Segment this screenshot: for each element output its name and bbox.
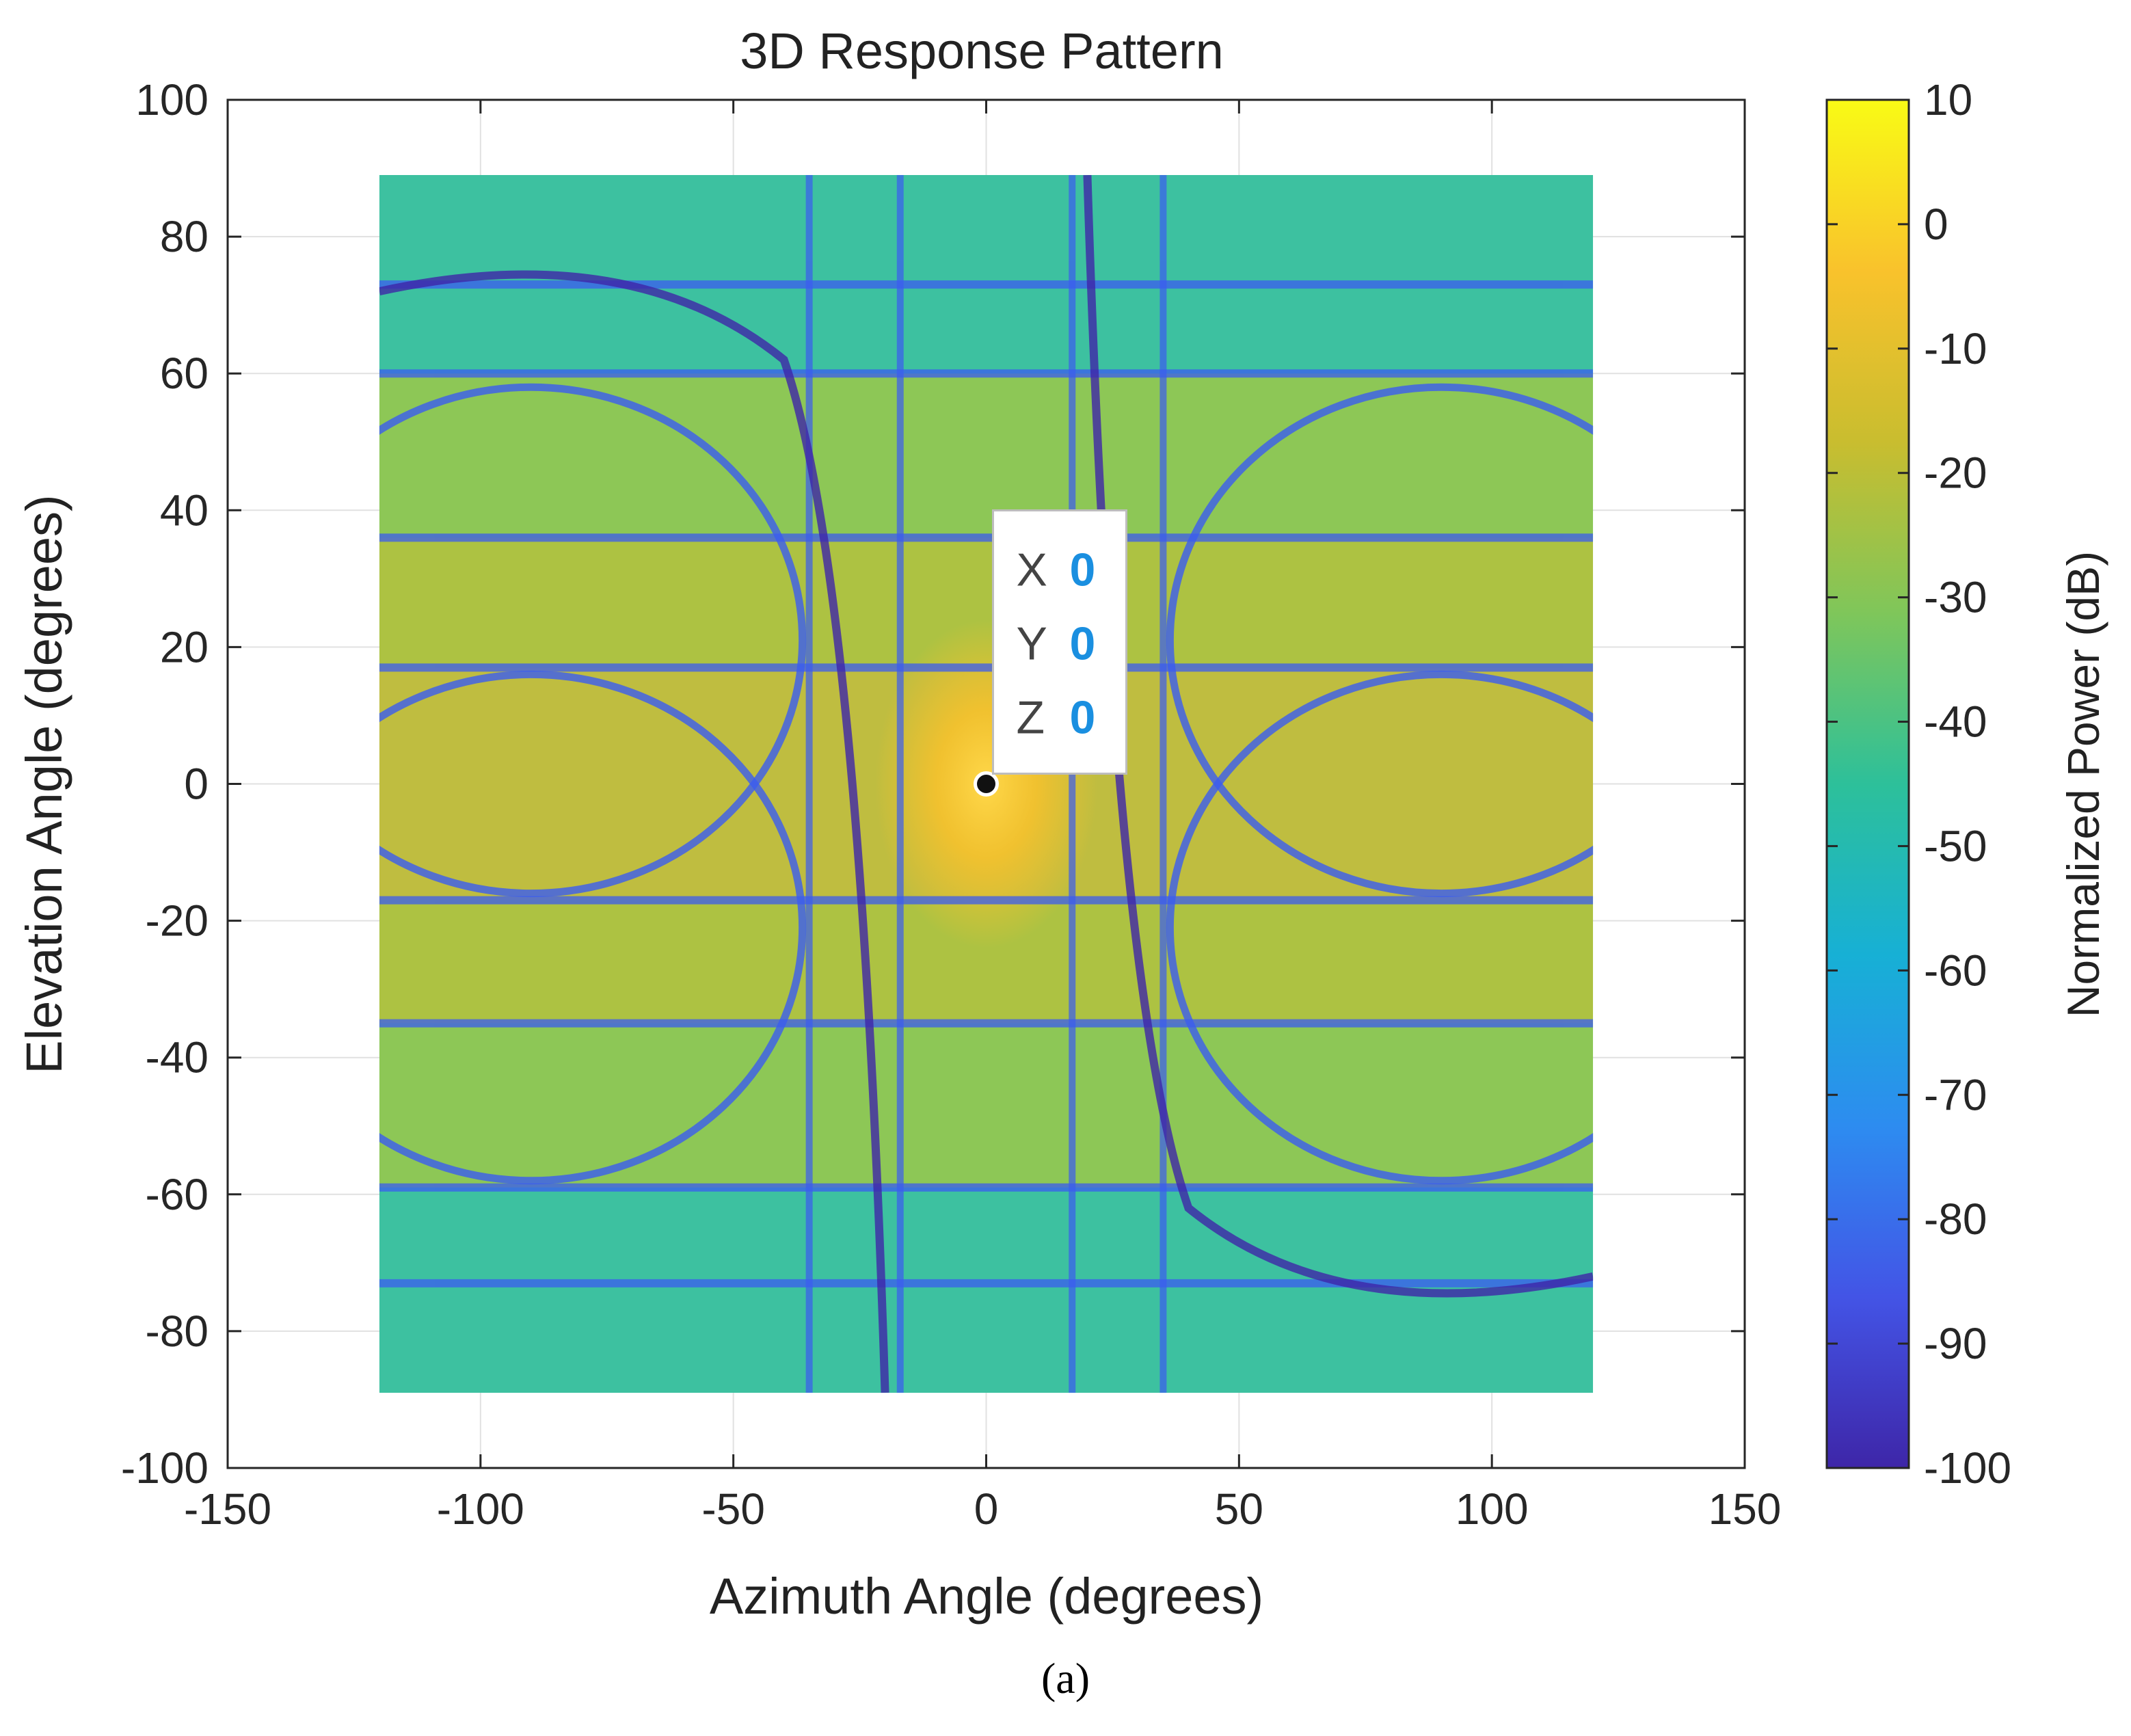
datatip-x-label: X: [1017, 544, 1047, 596]
x-tick-label: 100: [1456, 1484, 1529, 1534]
colorbar-tick-label: -90: [1924, 1319, 1987, 1368]
datatip-x-value: 0: [1070, 544, 1096, 596]
null-ring: [1166, 383, 1594, 897]
colorbar-tick-label: -80: [1924, 1194, 1987, 1244]
colorbar-tick-label: -50: [1924, 821, 1987, 870]
datatip-z-value: 0: [1070, 692, 1096, 744]
null-ring: [379, 383, 807, 897]
datatip-box: [992, 509, 1127, 775]
y-axis-label: Elevation Angle (degrees): [16, 494, 72, 1073]
chart-title: 3D Response Pattern: [740, 23, 1224, 79]
y-tick-label: 100: [135, 75, 209, 124]
lobe-band: [379, 373, 1594, 538]
colorbar-tick-label: -40: [1924, 697, 1987, 747]
y-tick-label: -60: [146, 1170, 209, 1219]
y-axis-ticks: -100 -80 -60 -40 -20 0 20 40 60 80 100: [121, 75, 1745, 1493]
null-ring: [379, 671, 807, 1185]
y-tick-label: -100: [121, 1443, 209, 1493]
y-tick-label: 0: [184, 760, 209, 809]
datatip-y-value: 0: [1070, 618, 1096, 670]
colorbar: 10 0 -10 -20 -30 -40 -50 -60 -70 -80 -90 -100 Norma…: [1825, 75, 2108, 1493]
datatip-z-label: Z: [1017, 692, 1045, 744]
datatip[interactable]: X 0 Y 0 Z 0: [974, 509, 1127, 797]
y-tick-label: 20: [160, 622, 209, 671]
colorbar-tick-label: -20: [1924, 449, 1987, 498]
x-tick-label: 0: [974, 1484, 999, 1534]
y-tick-label: 60: [160, 349, 209, 398]
colorbar-tick-label: -60: [1924, 946, 1987, 995]
y-tick-label: -20: [146, 896, 209, 946]
x-axis-ticks: -150 -100 -50 0 50 100 150: [184, 100, 1781, 1534]
datatip-marker[interactable]: [974, 771, 999, 797]
colorbar-ticks: 10 0 -10 -20 -30 -40 -50 -60 -70 -80 -90 -100: [1827, 75, 2011, 1493]
y-tick-label: -40: [146, 1033, 209, 1082]
colorbar-tick-label: -30: [1924, 573, 1987, 622]
null-ring: [1166, 671, 1594, 1185]
colorbar-tick-label: -10: [1924, 324, 1987, 373]
figure-caption: (a): [1041, 1654, 1090, 1702]
colorbar-tick-label: -70: [1924, 1070, 1987, 1119]
colorbar-tick-label: -100: [1924, 1443, 2011, 1493]
colorbar-label: Normalized Power (dB): [2058, 551, 2108, 1017]
x-tick-label: 150: [1708, 1484, 1782, 1534]
y-tick-label: 40: [160, 485, 209, 535]
heatmap: [379, 175, 1594, 1393]
y-tick-label: 80: [160, 212, 209, 261]
x-axis-label: Azimuth Angle (degrees): [710, 1568, 1263, 1625]
colorbar-tick-label: 0: [1924, 200, 1948, 249]
x-tick-label: 50: [1215, 1484, 1263, 1534]
plot-area: -150 -100 -50 0 50 100 150 -100-80-60-40-20020…: [121, 75, 1781, 1534]
x-tick-label: -50: [701, 1484, 765, 1534]
x-tick-label: -150: [184, 1484, 271, 1534]
colorbar-tick-label: 10: [1924, 75, 1972, 124]
x-tick-label: -100: [437, 1484, 524, 1534]
deep-null-arc: [379, 270, 889, 1393]
datatip-y-label: Y: [1017, 618, 1047, 670]
y-tick-label: -80: [146, 1307, 209, 1356]
lobe-band: [379, 1023, 1594, 1188]
colorbar-gradient: [1825, 98, 1910, 1469]
